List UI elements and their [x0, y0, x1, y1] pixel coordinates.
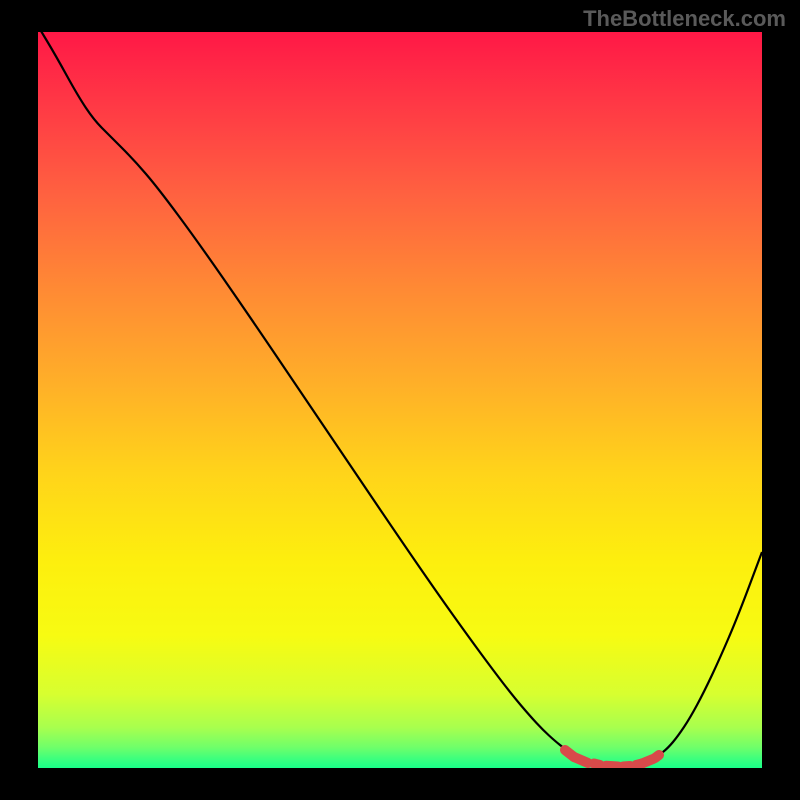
bottleneck-curve: [38, 32, 762, 767]
chart-curve-layer: [38, 32, 762, 768]
marker-segment: [623, 766, 630, 767]
optimal-range-marker: [565, 750, 659, 767]
watermark-text: TheBottleneck.com: [583, 6, 786, 32]
marker-segment: [655, 755, 659, 758]
marker-segment: [606, 766, 618, 767]
marker-segment: [574, 757, 588, 763]
chart-plot-area: [38, 32, 762, 768]
marker-segment: [594, 764, 600, 766]
